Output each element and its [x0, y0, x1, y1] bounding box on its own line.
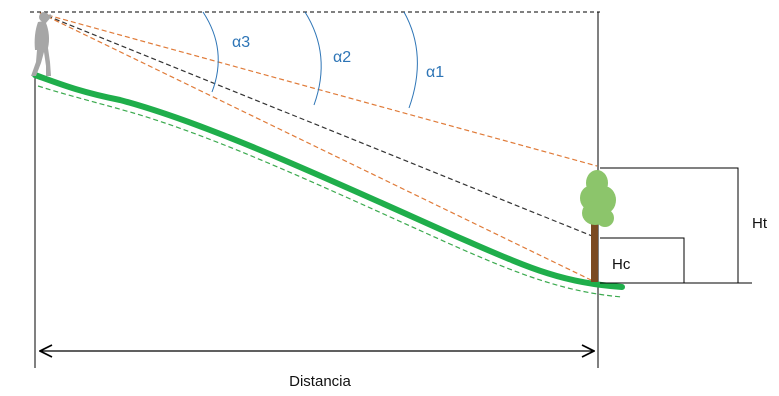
alpha1-label: α1 [426, 64, 444, 81]
angle-arc-alpha2 [304, 11, 322, 106]
sight-line-middle [39, 12, 598, 239]
crown-height-bracket [600, 237, 685, 283]
ground-slope [32, 72, 625, 290]
angle-arc-alpha1 [403, 11, 418, 109]
total-height-bracket [600, 167, 739, 283]
total-height-label: Ht [752, 215, 768, 232]
sight-line-base [39, 12, 592, 281]
person-icon [31, 12, 52, 76]
tree-icon [580, 170, 616, 282]
ground-slope-dashed [37, 85, 623, 298]
crown-height-label: Hc [612, 256, 631, 273]
alpha3-label: α3 [232, 34, 250, 51]
alpha2-label: α2 [333, 49, 351, 66]
distance-label: Distancia [289, 373, 351, 390]
angle-arc-alpha3 [202, 11, 219, 93]
